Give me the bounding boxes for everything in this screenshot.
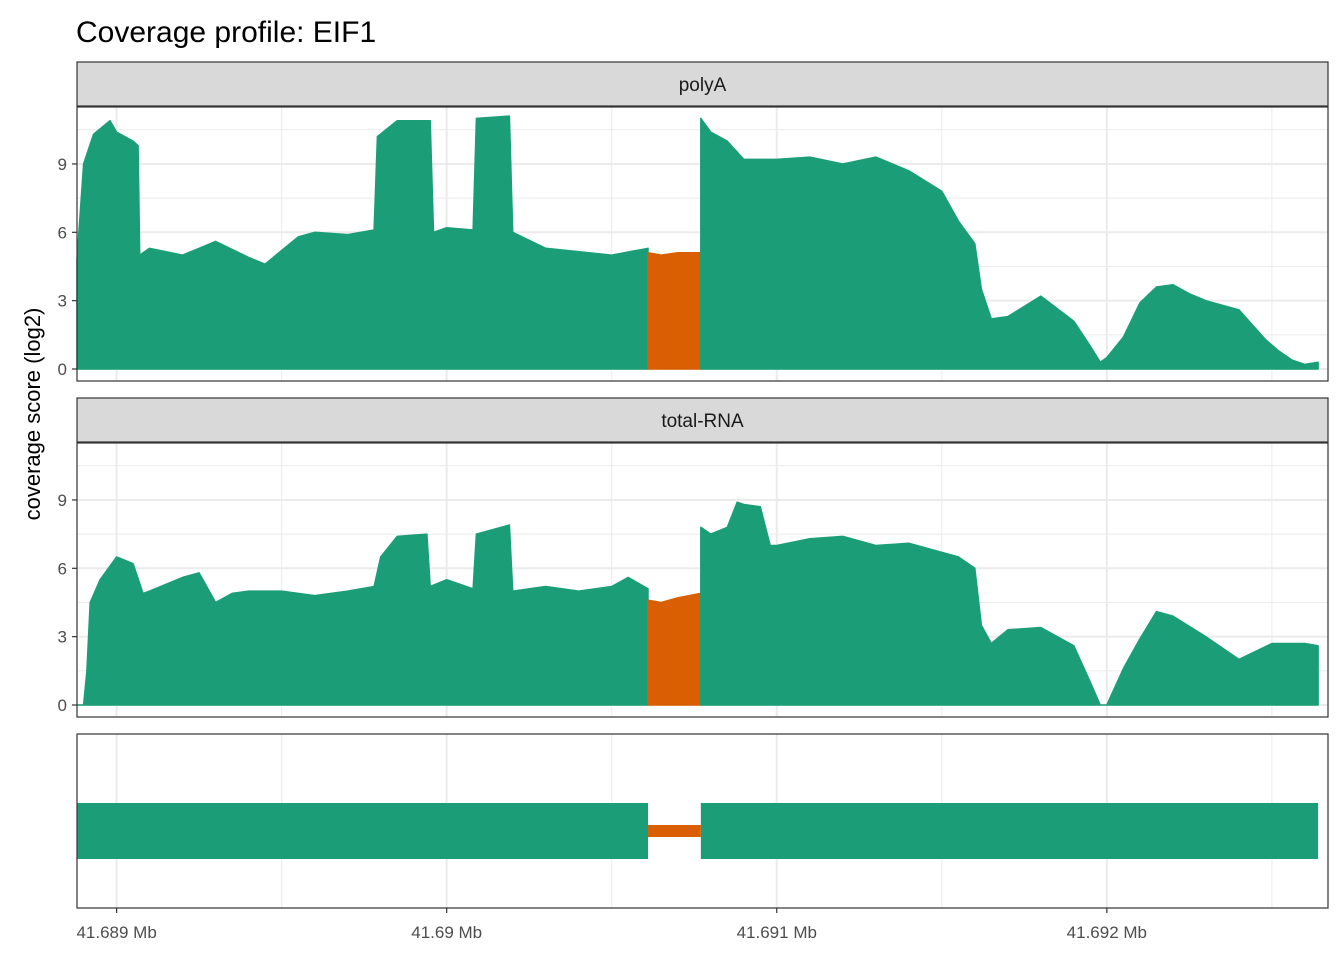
coverage-area-exon-2: [700, 117, 1319, 370]
panel-border: [76, 442, 1329, 718]
x-tick-label: 41.692 Mb: [1067, 923, 1147, 942]
y-tick-label: 3: [58, 292, 67, 311]
y-axis-title: coverage score (log2): [20, 308, 45, 521]
plot-title: Coverage profile: EIF1: [76, 16, 376, 49]
y-tick-label: 0: [58, 696, 67, 715]
gene-model-panel: [76, 733, 1329, 909]
facet-strip-label: total-RNA: [661, 411, 744, 432]
facet-total-RNA: total-RNA 0 3 6 9: [58, 397, 1329, 718]
y-tick-label: 6: [58, 559, 67, 578]
y-tick-label: 0: [58, 360, 67, 379]
facet-polyA: polyA 0 3 6 9: [58, 61, 1329, 382]
coverage-area-exon-0: [76, 115, 649, 370]
gene-exon-segment-2: [700, 803, 1319, 859]
facet-strip: [76, 397, 1329, 443]
coverage-area-exon-2: [700, 501, 1319, 706]
x-tick-label: 41.69 Mb: [411, 923, 482, 942]
coverage-area-exon-0: [76, 524, 649, 706]
gene-intron-segment-1: [648, 825, 701, 837]
x-tick-label: 41.691 Mb: [737, 923, 817, 942]
panel-border: [76, 106, 1329, 382]
y-tick-label: 9: [58, 491, 67, 510]
panel-border: [76, 733, 1329, 909]
facet-strip-label: polyA: [679, 75, 727, 96]
facet-strip: [76, 61, 1329, 107]
x-tick-label: 41.689 Mb: [76, 923, 156, 942]
x-axis: 41.689 Mb 41.69 Mb 41.691 Mb 41.692 Mb: [76, 908, 1147, 942]
y-tick-label: 9: [58, 155, 67, 174]
y-tick-label: 6: [58, 223, 67, 242]
coverage-area-intron-1: [647, 252, 702, 370]
y-tick-label: 3: [58, 628, 67, 647]
coverage-area-intron-1: [647, 592, 702, 706]
gene-exon-segment-0: [77, 803, 649, 859]
